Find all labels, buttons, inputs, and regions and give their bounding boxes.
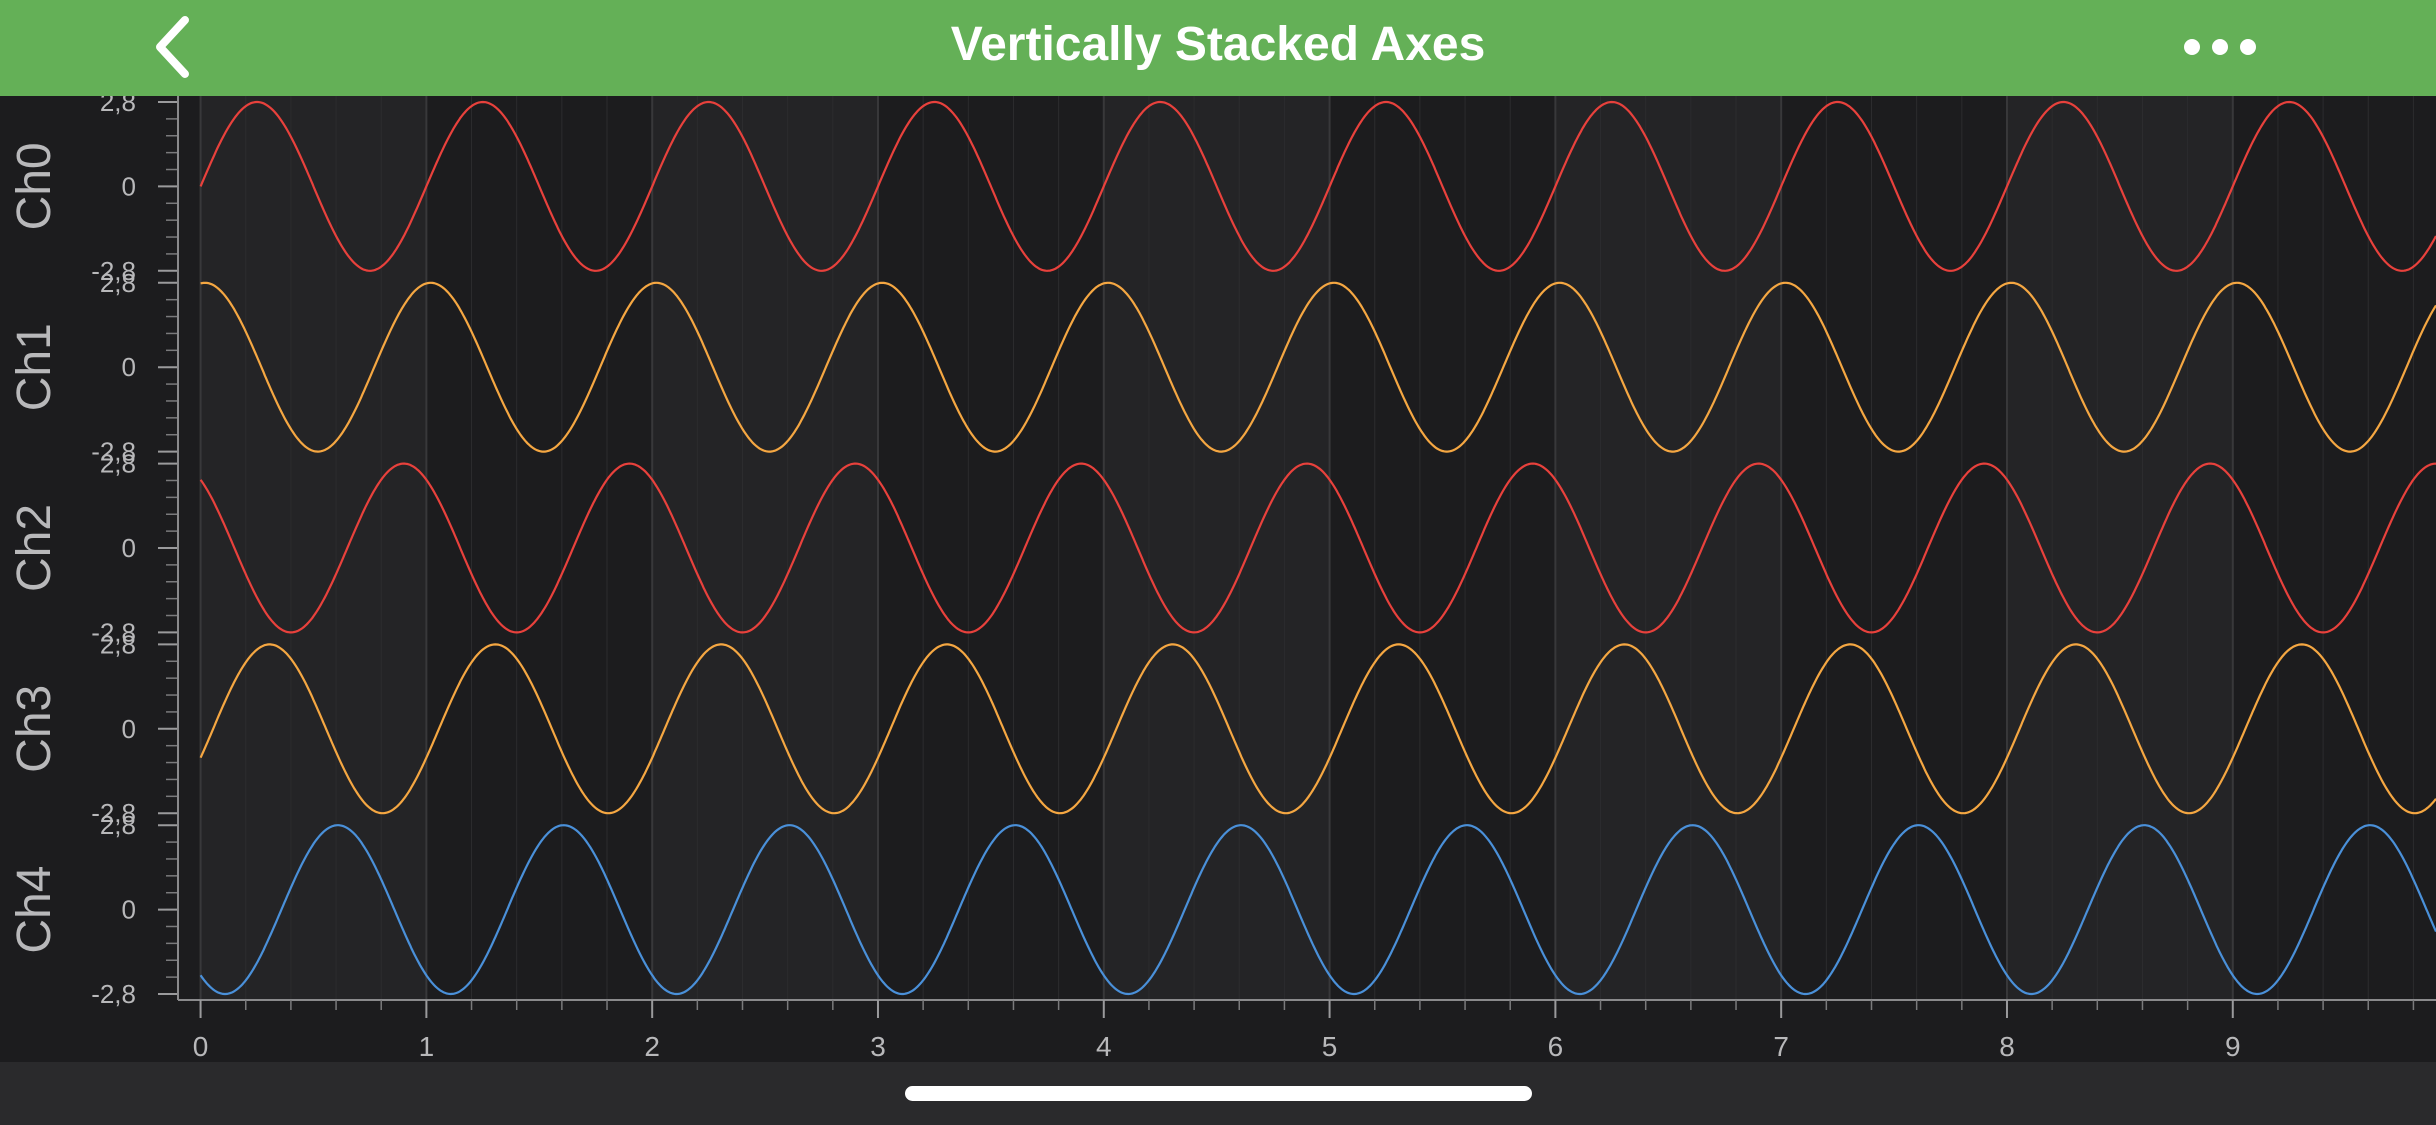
grid-band: [1555, 96, 1782, 1000]
y-tick-label: 0: [122, 533, 136, 563]
series-line-ch2: [199, 462, 2436, 634]
y-tick-label: 2,8: [100, 268, 136, 298]
ellipsis-icon: [2184, 39, 2256, 55]
y-axis-label: Ch4: [8, 866, 61, 954]
y-tick-label: 0: [122, 171, 136, 201]
more-button[interactable]: [2170, 20, 2270, 76]
grid-band: [2006, 96, 2233, 1000]
y-tick-label: 0: [122, 714, 136, 744]
chart-area[interactable]: 2,8 0 -2,8 Ch0 2,8 0 -2,8 Ch1 2,8 0 -2,8 Ch2 2,8 0 -2,…: [0, 96, 2436, 1062]
x-tick-label: 0: [193, 1031, 209, 1062]
home-bar: [0, 1062, 2436, 1125]
y-tick-label: 0: [122, 895, 136, 925]
back-button[interactable]: [140, 14, 210, 80]
home-indicator[interactable]: [905, 1086, 1532, 1101]
page-title: Vertically Stacked Axes: [950, 18, 1486, 71]
nav-bar: Vertically Stacked Axes: [0, 0, 2436, 98]
y-tick-label: -2,8: [91, 798, 136, 828]
x-tick-label: 5: [1322, 1031, 1338, 1062]
y-tick-label: -2,8: [91, 979, 136, 1009]
grid-band: [652, 96, 878, 1000]
series-line-ch4: [199, 824, 2436, 996]
grid-band: [1103, 96, 1330, 1000]
y-tick-label: 2,8: [100, 810, 136, 840]
x-tick-label: 9: [2225, 1031, 2241, 1062]
x-tick-label: 3: [870, 1031, 886, 1062]
x-tick-label: 7: [1773, 1031, 1789, 1062]
x-tick-label: 6: [1548, 1031, 1564, 1062]
y-tick-label: 2,8: [100, 449, 136, 479]
y-axis-label: Ch2: [8, 504, 61, 592]
grid-band: [200, 96, 427, 1000]
y-tick-label: 2,8: [100, 629, 136, 659]
y-axis-label: Ch3: [8, 685, 61, 773]
x-tick-label: 8: [1999, 1031, 2015, 1062]
y-axis-label: Ch1: [8, 323, 61, 411]
y-tick-label: -2,8: [91, 256, 136, 286]
y-tick-label: -2,8: [91, 437, 136, 467]
series-line-ch1: [200, 281, 2436, 453]
chevron-left-icon: [156, 16, 189, 78]
x-tick-label: 2: [644, 1031, 660, 1062]
y-tick-label: -2,8: [91, 617, 136, 647]
x-tick-label: 4: [1096, 1031, 1112, 1062]
y-axis-label: Ch0: [8, 142, 61, 230]
y-tick-label: 2,8: [100, 96, 136, 117]
stacked-axes-chart[interactable]: 2,8 0 -2,8 Ch0 2,8 0 -2,8 Ch1 2,8 0 -2,8 Ch2 2,8 0 -2,…: [0, 96, 2436, 1062]
x-tick-label: 1: [419, 1031, 435, 1062]
series-line-ch3: [199, 643, 2436, 815]
series-line-ch0: [199, 100, 2436, 272]
y-tick-label: 0: [122, 352, 136, 382]
